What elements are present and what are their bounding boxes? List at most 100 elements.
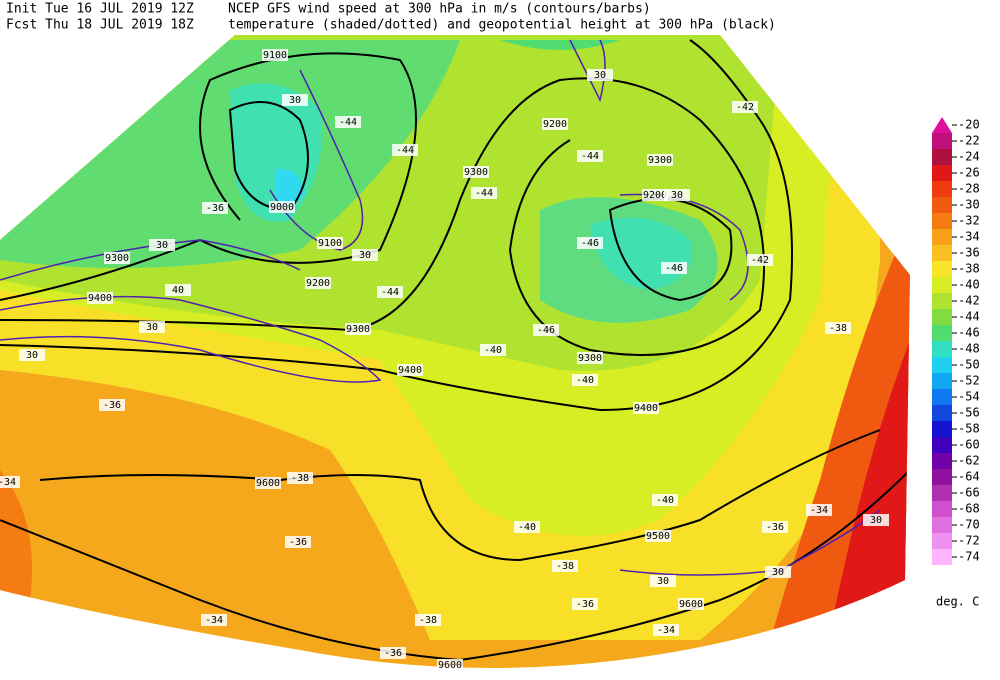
contour-label: -40 bbox=[518, 522, 536, 533]
colorbar-label: -60 bbox=[958, 438, 980, 452]
colorbar-swatch bbox=[932, 197, 952, 213]
contour-label: 9300 bbox=[578, 353, 602, 364]
contour-label: 9600 bbox=[679, 599, 703, 610]
label-box bbox=[542, 118, 568, 130]
contour-label: 9200 bbox=[543, 119, 567, 130]
label-box bbox=[104, 252, 130, 264]
label-box bbox=[762, 521, 788, 533]
label-box bbox=[661, 262, 687, 274]
contour-label: 30 bbox=[146, 322, 158, 333]
colorbar-swatch bbox=[932, 309, 952, 325]
label-box bbox=[652, 494, 678, 506]
contour-label: 9300 bbox=[346, 324, 370, 335]
contour-label: 9400 bbox=[634, 403, 658, 414]
label-box bbox=[647, 154, 673, 166]
contour-label: -34 bbox=[0, 477, 16, 488]
contour-label: 30 bbox=[359, 250, 371, 261]
label-box bbox=[645, 530, 671, 542]
label-box bbox=[415, 614, 441, 626]
init-text: Init Tue 16 JUL 2019 12Z bbox=[6, 2, 194, 17]
colorbar-label: -68 bbox=[958, 502, 980, 516]
label-box bbox=[577, 237, 603, 249]
contour-label: 30 bbox=[772, 567, 784, 578]
label-box bbox=[480, 344, 506, 356]
title-line1: NCEP GFS wind speed at 300 hPa in m/s (c… bbox=[228, 2, 651, 17]
colorbar-swatch bbox=[932, 325, 952, 341]
contour-label: -36 bbox=[103, 400, 121, 411]
contour-label: -40 bbox=[576, 375, 594, 386]
label-box bbox=[345, 323, 371, 335]
contour-label: -36 bbox=[289, 537, 307, 548]
label-box bbox=[642, 189, 668, 201]
label-box bbox=[572, 374, 598, 386]
colorbar-swatch bbox=[932, 533, 952, 549]
colorbar-label: -44 bbox=[958, 310, 980, 324]
label-box bbox=[285, 536, 311, 548]
label-box bbox=[380, 647, 406, 659]
contour-label: 30 bbox=[289, 95, 301, 106]
label-box bbox=[825, 322, 851, 334]
label-box bbox=[392, 144, 418, 156]
colorbar-label: -48 bbox=[958, 342, 980, 356]
label-box bbox=[765, 566, 791, 578]
label-box bbox=[650, 575, 676, 587]
contour-label: -36 bbox=[576, 599, 594, 610]
contour-label: -36 bbox=[766, 522, 784, 533]
label-box bbox=[577, 150, 603, 162]
label-box bbox=[335, 116, 361, 128]
label-box bbox=[201, 614, 227, 626]
label-box bbox=[587, 69, 613, 81]
colorbar-label: -20 bbox=[958, 118, 980, 132]
contour-label: -34 bbox=[205, 615, 223, 626]
colorbar-swatch bbox=[932, 485, 952, 501]
colorbar-label: -66 bbox=[958, 486, 980, 500]
colorbar-label: -74 bbox=[958, 550, 980, 564]
label-box bbox=[863, 514, 889, 526]
colorbar-label: -54 bbox=[958, 390, 980, 404]
label-box bbox=[99, 399, 125, 411]
label-box bbox=[678, 598, 704, 610]
colorbar-label: -58 bbox=[958, 422, 980, 436]
contour-label: -44 bbox=[381, 287, 399, 298]
label-box bbox=[664, 189, 690, 201]
colorbar-unit: deg. C bbox=[936, 595, 979, 609]
colorbar-swatch bbox=[932, 261, 952, 277]
label-box bbox=[514, 521, 540, 533]
label-box bbox=[19, 349, 45, 361]
label-box bbox=[572, 598, 598, 610]
colorbar-swatch bbox=[932, 133, 952, 149]
colorbar-label: -22 bbox=[958, 134, 980, 148]
contour-label: -42 bbox=[736, 102, 754, 113]
contour-label: -40 bbox=[656, 495, 674, 506]
contour-label: -46 bbox=[537, 325, 555, 336]
contour-label: -44 bbox=[339, 117, 357, 128]
colorbar-label: -72 bbox=[958, 534, 980, 548]
contour-label: 9400 bbox=[398, 365, 422, 376]
contour-label: 9200 bbox=[643, 190, 667, 201]
colorbar-swatch bbox=[932, 277, 952, 293]
label-box bbox=[262, 49, 288, 61]
contour-label: -44 bbox=[581, 151, 599, 162]
label-box bbox=[317, 237, 343, 249]
label-box bbox=[806, 504, 832, 516]
label-box bbox=[397, 364, 423, 376]
colorbar-swatch bbox=[932, 213, 952, 229]
colorbar-label: -62 bbox=[958, 454, 980, 468]
label-box bbox=[282, 94, 308, 106]
colorbar-swatch bbox=[932, 389, 952, 405]
contour-label: -38 bbox=[556, 561, 574, 572]
title-line2: temperature (shaded/dotted) and geopoten… bbox=[228, 18, 776, 33]
colorbar-swatch bbox=[932, 421, 952, 437]
contour-label: 40 bbox=[172, 285, 184, 296]
label-box bbox=[577, 352, 603, 364]
contour-label: -38 bbox=[291, 473, 309, 484]
colorbar-swatch bbox=[932, 181, 952, 197]
map bbox=[0, 35, 910, 668]
label-box bbox=[352, 249, 378, 261]
colorbar-label: -24 bbox=[958, 150, 980, 164]
colorbar-label: -34 bbox=[958, 230, 980, 244]
label-box bbox=[255, 477, 281, 489]
contour-label: -36 bbox=[206, 203, 224, 214]
contour-label: -44 bbox=[396, 145, 414, 156]
